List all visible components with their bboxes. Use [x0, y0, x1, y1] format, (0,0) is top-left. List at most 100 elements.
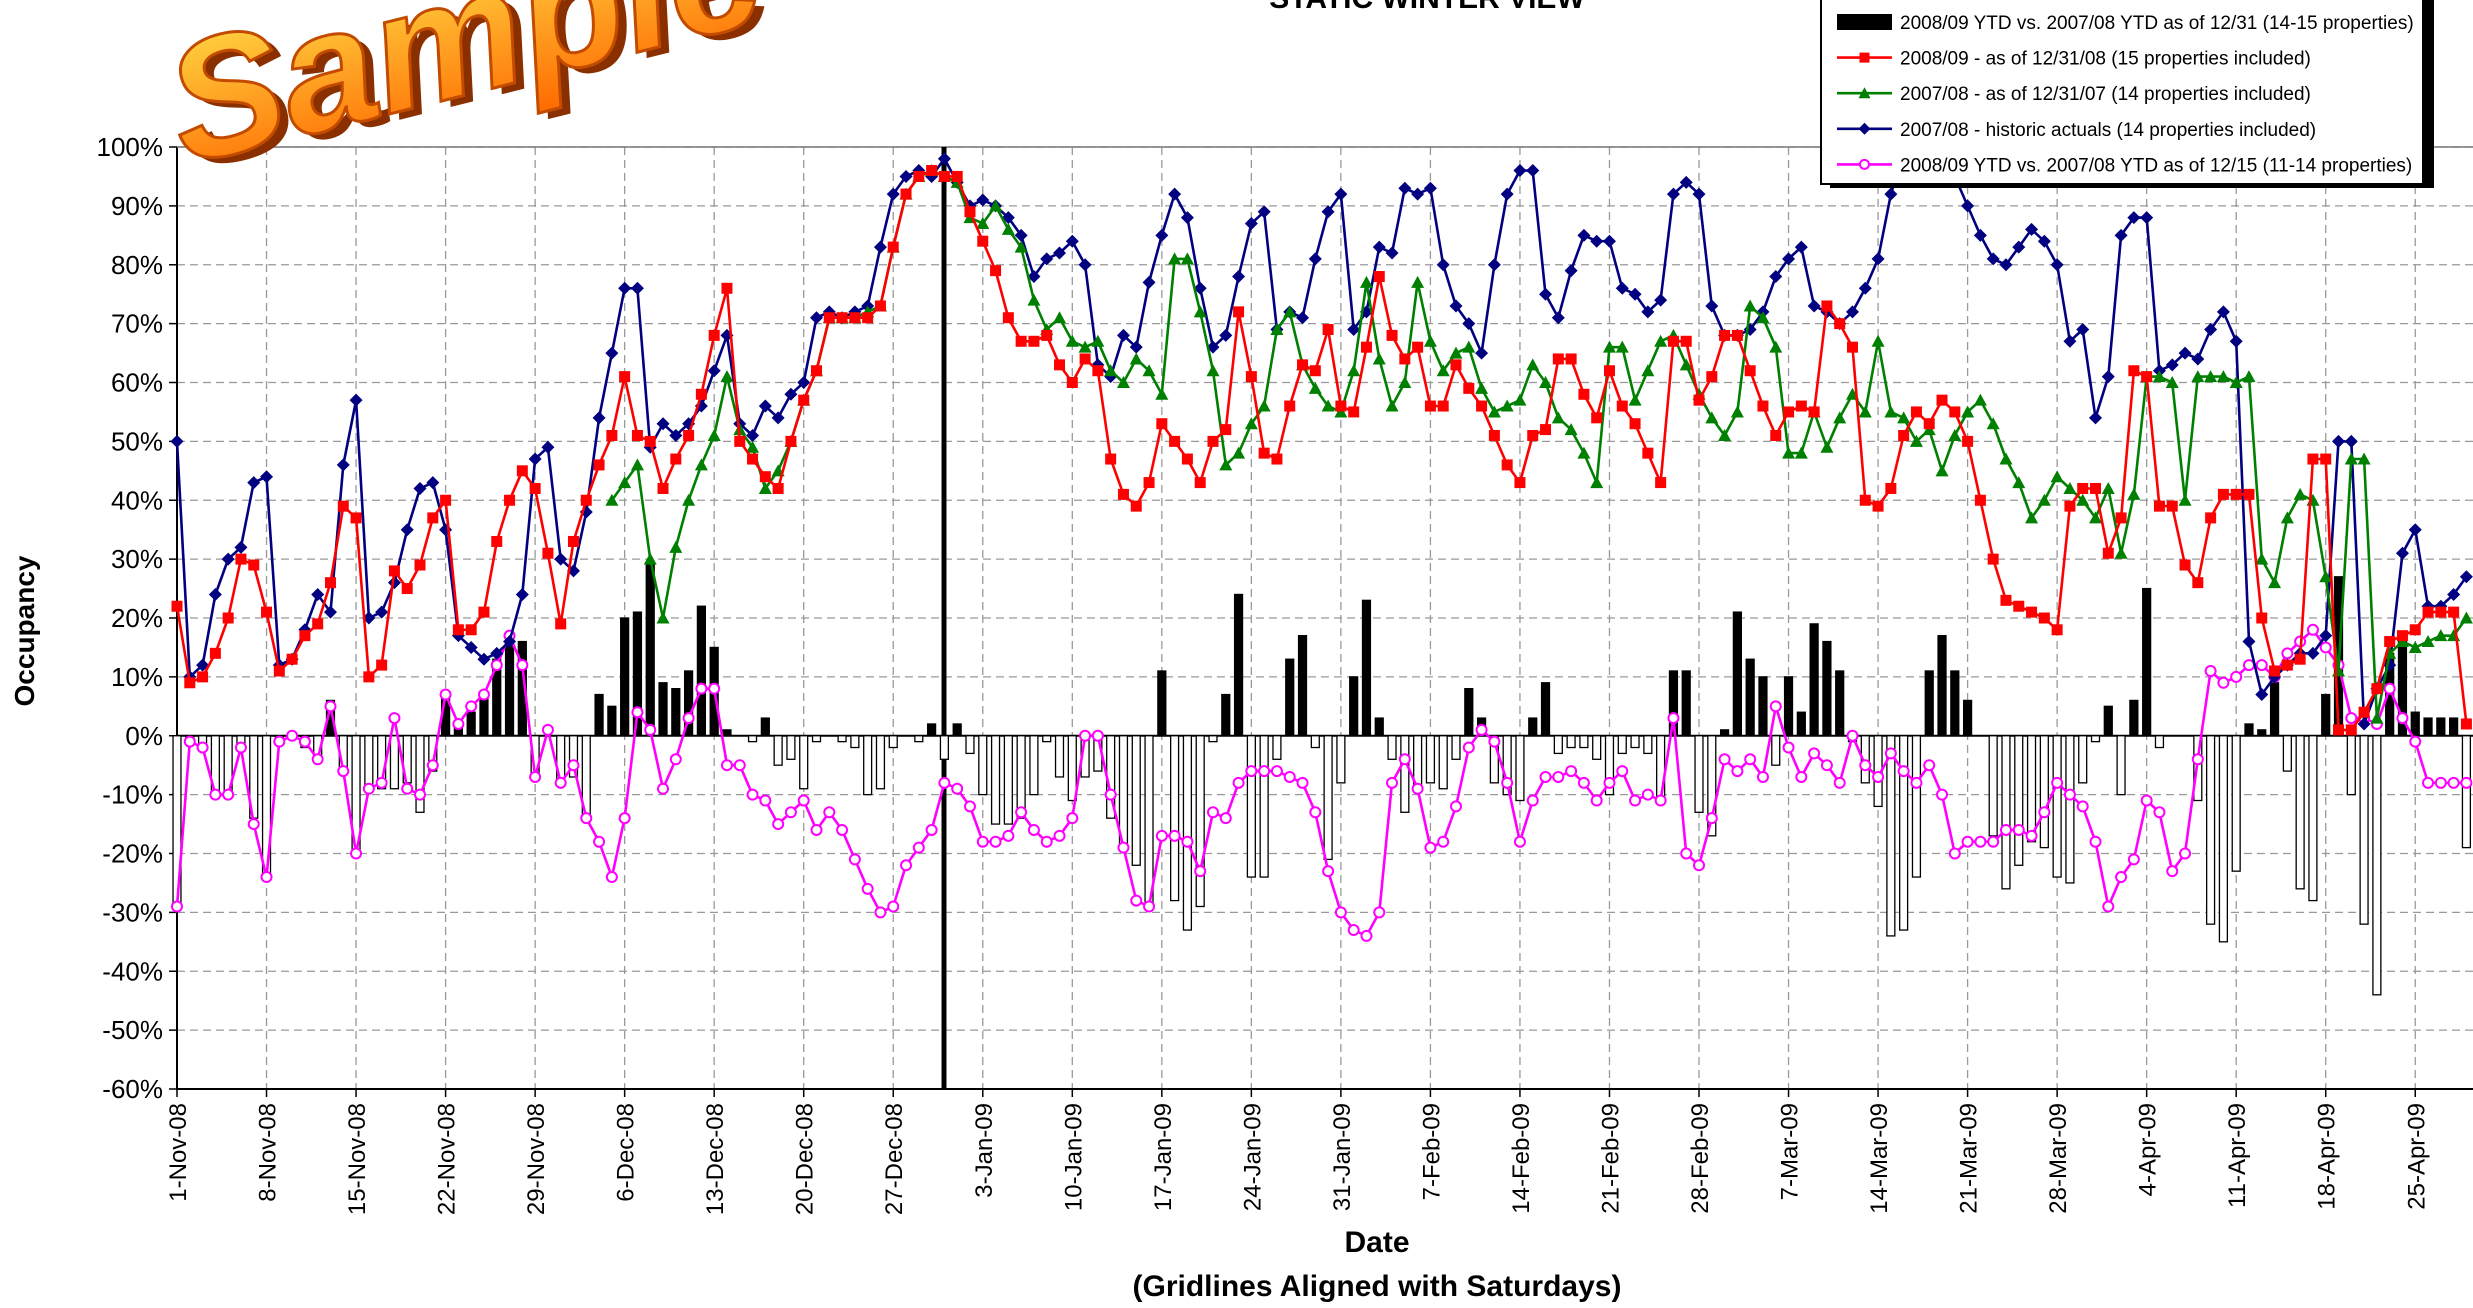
bar: [568, 735, 579, 778]
marker: [2434, 776, 2447, 789]
marker: [2012, 240, 2026, 254]
marker: [1092, 365, 1104, 377]
marker: [2026, 606, 2038, 618]
marker: [1385, 399, 1399, 412]
marker: [1871, 334, 1885, 347]
legend-label: 2008/09 YTD vs. 2007/08 YTD as of 12/15 …: [1900, 155, 2412, 176]
bar: [914, 735, 924, 743]
marker: [363, 671, 375, 683]
marker: [861, 882, 874, 895]
bar: [1323, 735, 1333, 861]
marker: [2063, 334, 2077, 348]
bar: [2423, 717, 2433, 737]
marker: [977, 235, 989, 247]
marker: [2357, 452, 2371, 465]
marker: [1551, 311, 1565, 325]
marker: [1602, 340, 1616, 353]
marker: [1680, 847, 1693, 860]
marker: [2358, 706, 2370, 718]
bar: [2308, 735, 2318, 902]
marker: [1539, 287, 1553, 301]
marker: [1015, 335, 1027, 347]
marker: [1719, 329, 1731, 341]
y-tick-label: 40%: [111, 485, 163, 515]
bar: [1272, 735, 1282, 760]
marker: [2357, 717, 2371, 731]
marker: [1999, 452, 2013, 465]
marker: [2166, 500, 2178, 512]
marker: [1783, 406, 1795, 418]
marker: [2101, 370, 2115, 384]
bar: [811, 735, 822, 743]
marker: [1808, 406, 1820, 418]
marker: [1309, 365, 1321, 377]
marker: [2409, 624, 2421, 636]
marker: [1513, 393, 1527, 406]
y-tick-label: -60%: [102, 1074, 163, 1104]
bar: [926, 723, 937, 737]
marker: [2255, 659, 2268, 672]
y-tick-label: 70%: [111, 309, 163, 339]
marker: [1526, 794, 1539, 807]
marker: [209, 647, 221, 659]
x-axis-sublabel: (Gridlines Aligned with Saturdays): [1133, 1270, 1622, 1303]
marker: [1053, 311, 1067, 324]
marker: [1206, 364, 1220, 377]
marker: [1897, 765, 1910, 778]
marker: [1476, 400, 1488, 412]
marker: [619, 371, 631, 383]
marker: [1283, 305, 1297, 318]
bar: [837, 735, 847, 743]
marker: [1348, 406, 1360, 418]
bar: [1003, 735, 1013, 825]
marker: [1398, 753, 1411, 766]
marker: [1923, 418, 1935, 430]
bar: [1464, 688, 1474, 737]
marker: [1373, 271, 1385, 283]
marker: [631, 429, 643, 441]
marker: [1628, 393, 1642, 406]
marker: [873, 240, 887, 254]
bar: [760, 717, 770, 737]
marker: [1334, 187, 1348, 201]
x-tick-label: 28-Mar-09: [2045, 1103, 2072, 1214]
marker: [1002, 829, 1015, 842]
bar: [2449, 717, 2459, 737]
marker: [197, 671, 209, 683]
bar: [1719, 729, 1730, 737]
marker: [350, 512, 362, 524]
marker: [1654, 794, 1667, 807]
marker: [1194, 865, 1207, 878]
marker: [683, 429, 695, 441]
bar: [1016, 735, 1026, 819]
x-tick-label: 29-Nov-08: [523, 1103, 550, 1215]
marker: [1398, 181, 1412, 195]
marker: [1846, 341, 1858, 353]
marker: [1116, 328, 1130, 342]
marker: [1834, 318, 1846, 330]
marker: [1744, 365, 1756, 377]
marker: [528, 452, 542, 466]
x-tick-label: 13-Dec-08: [702, 1103, 729, 1215]
marker: [643, 552, 657, 565]
marker: [1232, 270, 1246, 284]
marker: [682, 712, 695, 725]
bar: [696, 605, 707, 737]
marker: [1590, 476, 1604, 489]
marker: [874, 906, 887, 919]
marker: [1526, 164, 1540, 178]
marker: [1730, 405, 1744, 418]
bar: [1195, 735, 1205, 908]
marker: [1220, 424, 1232, 436]
marker: [1706, 371, 1718, 383]
bar: [2065, 735, 2075, 884]
bar: [952, 723, 962, 737]
x-tick-label: 14-Feb-09: [1508, 1103, 1535, 1214]
marker: [2128, 365, 2140, 377]
bar: [1208, 735, 1218, 743]
marker: [670, 453, 682, 465]
marker: [964, 206, 976, 218]
marker: [644, 435, 656, 447]
bar: [1707, 735, 1717, 837]
marker: [1091, 334, 1105, 347]
